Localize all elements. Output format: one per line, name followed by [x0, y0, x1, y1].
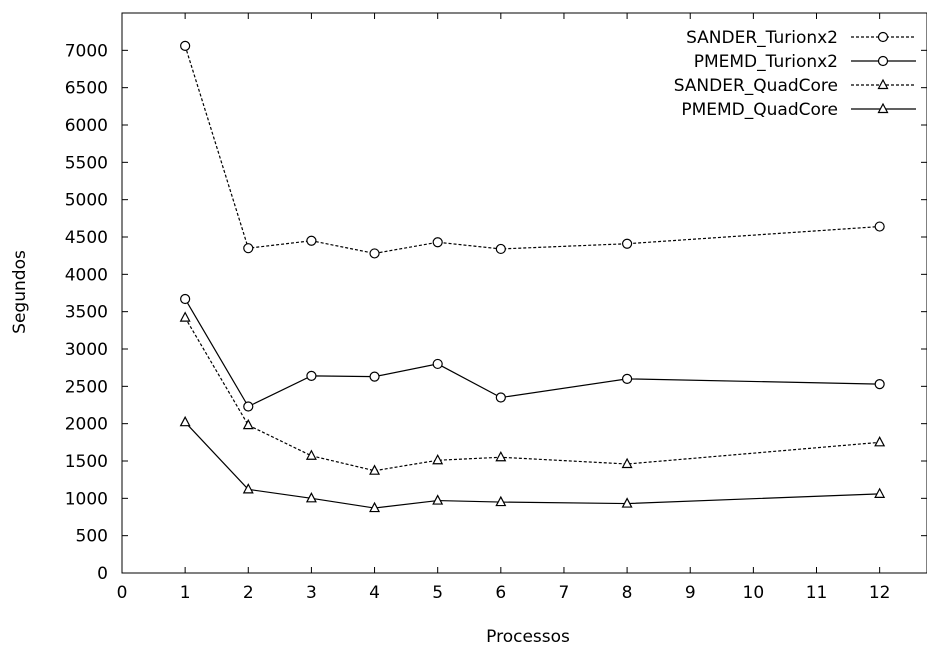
- series-line: [184, 45, 880, 255]
- data-point: [874, 487, 886, 498]
- series-line: [184, 298, 880, 408]
- x-tick-label: 0: [117, 583, 128, 603]
- data-point: [432, 453, 444, 465]
- data-point: [369, 464, 381, 475]
- y-axis-label: Segundos: [10, 250, 30, 334]
- data-point: [369, 371, 380, 382]
- series-SANDER_Turionx2: [180, 40, 885, 259]
- x-tick-label: 12: [869, 583, 891, 603]
- x-tick-label: 11: [806, 583, 828, 603]
- legend-marker: [877, 102, 889, 114]
- y-tick-label: 1500: [65, 452, 108, 472]
- data-point: [306, 235, 317, 246]
- data-point: [432, 358, 443, 370]
- data-point: [369, 501, 381, 513]
- legend-marker: [877, 31, 889, 43]
- axis-ticks: 0 500 1000 1500 2000 2500 3000 3500 4000 4500 5000…: [65, 13, 927, 603]
- data-point: [495, 243, 506, 255]
- y-tick-label: 6500: [65, 79, 108, 99]
- y-tick-label: 4500: [65, 228, 108, 248]
- x-tick-label: 5: [432, 583, 443, 603]
- series-PMEMD_Turionx2: [180, 293, 885, 412]
- x-tick-label: 4: [369, 583, 380, 603]
- plot-frame: [121, 12, 927, 574]
- legend-marker: [877, 55, 889, 67]
- data-point: [179, 415, 191, 427]
- data-point: [243, 243, 254, 254]
- data-point: [369, 248, 380, 259]
- legend-label: SANDER_QuadCore: [674, 76, 838, 96]
- legend: SANDER_Turionx2 PMEMD_Turionx2 SANDER_Quad…: [674, 28, 916, 120]
- data-point: [874, 221, 885, 232]
- y-tick-label: 5500: [65, 153, 108, 173]
- x-tick-label: 9: [685, 583, 696, 603]
- data-point: [243, 401, 254, 412]
- y-tick-label: 3500: [65, 303, 108, 323]
- series-group: [179, 40, 886, 513]
- legend-label: PMEMD_Turionx2: [694, 52, 838, 72]
- data-point: [621, 238, 633, 249]
- data-point: [874, 378, 885, 390]
- data-point: [305, 449, 317, 460]
- data-point: [495, 450, 507, 462]
- x-tick-label: 8: [622, 583, 633, 603]
- y-tick-label: 500: [76, 527, 108, 547]
- series-line: [184, 317, 880, 472]
- legend-label: SANDER_Turionx2: [686, 28, 838, 48]
- data-point: [495, 392, 506, 403]
- x-tick-label: 1: [180, 583, 191, 603]
- data-point: [180, 40, 191, 51]
- y-tick-label: 3000: [65, 340, 108, 360]
- data-point: [621, 497, 633, 508]
- data-point: [242, 483, 254, 494]
- x-tick-label: 6: [495, 583, 506, 603]
- data-point: [306, 370, 317, 381]
- y-tick-label: 1000: [65, 489, 108, 509]
- y-tick-label: 2500: [65, 377, 108, 397]
- x-tick-label: 10: [743, 583, 765, 603]
- series-SANDER_QuadCore: [179, 311, 886, 475]
- series-line: [184, 421, 880, 509]
- y-tick-label: 5000: [65, 191, 108, 211]
- data-point: [621, 457, 633, 469]
- legend-label: PMEMD_QuadCore: [681, 100, 838, 120]
- x-tick-label: 7: [559, 583, 570, 603]
- data-point: [621, 373, 633, 384]
- x-tick-label: 2: [243, 583, 254, 603]
- data-point: [179, 311, 191, 322]
- data-point: [305, 492, 317, 503]
- data-point: [242, 418, 254, 430]
- x-axis-label: Processos: [486, 627, 570, 646]
- data-point: [432, 237, 443, 248]
- x-tick-label: 3: [306, 583, 317, 603]
- series-PMEMD_QuadCore: [179, 415, 886, 513]
- legend-marker: [877, 78, 889, 90]
- y-tick-label: 2000: [65, 415, 108, 435]
- y-tick-label: 0: [97, 564, 108, 584]
- data-point: [432, 494, 444, 505]
- data-point: [495, 495, 507, 507]
- y-tick-label: 7000: [65, 41, 108, 61]
- data-point: [874, 436, 886, 447]
- y-tick-label: 4000: [65, 265, 108, 285]
- y-tick-label: 6000: [65, 116, 108, 136]
- data-point: [180, 293, 191, 305]
